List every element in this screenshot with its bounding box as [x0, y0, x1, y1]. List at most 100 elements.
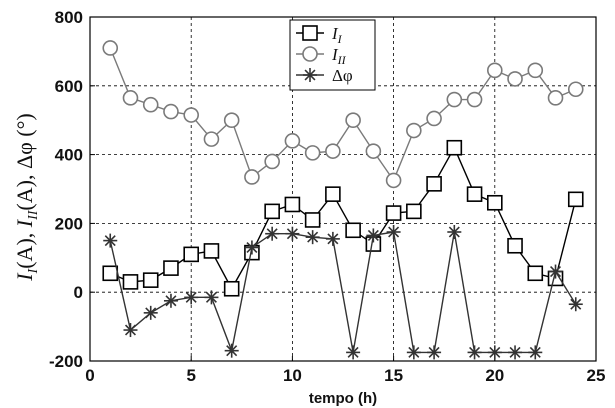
series-3-point	[548, 264, 563, 279]
series-2-point	[567, 81, 584, 98]
series-3-point	[467, 345, 482, 360]
series-2-point	[142, 96, 159, 113]
series-2-point	[203, 131, 220, 147]
series-1-point	[163, 260, 179, 276]
y-axis-label: II(A), III(A), Δφ (°)	[12, 113, 41, 282]
series-3-point	[447, 225, 462, 239]
x-tick-label: 0	[85, 366, 94, 385]
series-2-point	[446, 91, 463, 108]
series-1-point	[264, 203, 280, 220]
y-label-i1: I	[12, 272, 37, 282]
series-3	[103, 225, 583, 360]
series-3-point	[224, 343, 239, 358]
legend-label-3: Δφ	[332, 66, 353, 85]
y-label-sub1: I	[26, 267, 41, 274]
y-tick-label: 200	[55, 214, 83, 233]
series-3-point	[487, 345, 502, 360]
series-1-point	[304, 212, 321, 228]
series-2-point	[223, 112, 240, 128]
series-1-point	[325, 186, 341, 202]
series-2-point	[466, 91, 483, 108]
y-tick-label: -200	[49, 352, 83, 371]
x-tick-label: 20	[485, 366, 504, 385]
series-1-point	[527, 265, 544, 282]
series-3-point	[163, 293, 178, 308]
series-1-point	[223, 280, 240, 297]
series-3-point	[346, 345, 361, 360]
series-1-point	[122, 274, 139, 290]
series-1-point	[446, 139, 463, 156]
series-2-point	[406, 122, 422, 139]
series-3-point	[305, 230, 320, 245]
series-2-point	[345, 112, 361, 128]
x-tick-label: 10	[283, 366, 302, 385]
series-3-point	[103, 233, 118, 248]
series-2-point	[102, 40, 119, 56]
series-1-point	[466, 186, 483, 202]
series-1	[102, 139, 584, 297]
series-1-point	[203, 243, 220, 259]
series-3-point	[184, 290, 199, 305]
series-3-point	[204, 290, 219, 305]
series-1-point	[102, 265, 119, 282]
y-label-unit1: (A),	[12, 227, 37, 269]
plot-frame	[89, 16, 597, 362]
y-label-sub2: II	[26, 209, 41, 221]
series-3-point	[366, 228, 381, 243]
series-2-point	[284, 133, 301, 149]
series-1-point	[284, 196, 301, 213]
x-tick-label: 15	[384, 366, 403, 385]
series-1-point	[406, 203, 422, 220]
y-label-unit2: (A), Δφ (°)	[12, 113, 37, 210]
legend-label-1: II	[331, 24, 343, 46]
series-2-point	[426, 110, 442, 127]
series-1-point	[142, 272, 159, 288]
series-1-point	[385, 205, 402, 221]
series-3-point	[568, 297, 583, 312]
series-2-point	[163, 103, 179, 120]
series-3-point	[143, 305, 158, 320]
series-2-point	[547, 90, 564, 106]
series-1-point	[345, 222, 361, 239]
series-1-point	[426, 176, 442, 192]
y-label-i2: I	[12, 218, 37, 228]
series-3-point	[123, 323, 138, 338]
y-tick-label: 800	[55, 8, 83, 27]
y-tick-label: 0	[74, 283, 83, 302]
series-2-point	[304, 145, 321, 161]
series-3-point	[427, 345, 442, 360]
series-3-point	[508, 345, 523, 360]
y-tick-label: 400	[55, 146, 83, 165]
series-2-point	[122, 90, 139, 106]
series-1-point	[183, 246, 199, 263]
series-2-point	[325, 143, 341, 159]
series-1-point	[486, 194, 503, 211]
series-2-point	[486, 62, 503, 79]
series-layer	[102, 40, 584, 360]
series-2-point	[527, 62, 544, 79]
legend-marker-3	[303, 68, 317, 82]
series-3-point	[285, 226, 300, 241]
legend-marker-1	[302, 25, 318, 41]
y-tick-label: 600	[55, 77, 83, 96]
series-2-point	[183, 107, 199, 123]
x-tick-label: 5	[186, 366, 195, 385]
series-2-point	[385, 172, 402, 189]
series-3-point	[325, 231, 340, 246]
series-3-point	[528, 345, 543, 360]
series-1-line	[109, 146, 577, 291]
series-2-point	[244, 169, 260, 185]
series-2-point	[507, 71, 523, 87]
series-1-point	[507, 237, 523, 254]
legend-marker-2	[302, 46, 318, 62]
legend-label-2: III	[331, 45, 347, 67]
series-2-point	[365, 143, 382, 159]
series-2	[102, 40, 584, 189]
series-2-point	[264, 153, 280, 170]
x-axis-label: tempo (h)	[309, 390, 377, 407]
series-3-point	[265, 226, 280, 241]
x-tick-label: 25	[587, 366, 606, 385]
